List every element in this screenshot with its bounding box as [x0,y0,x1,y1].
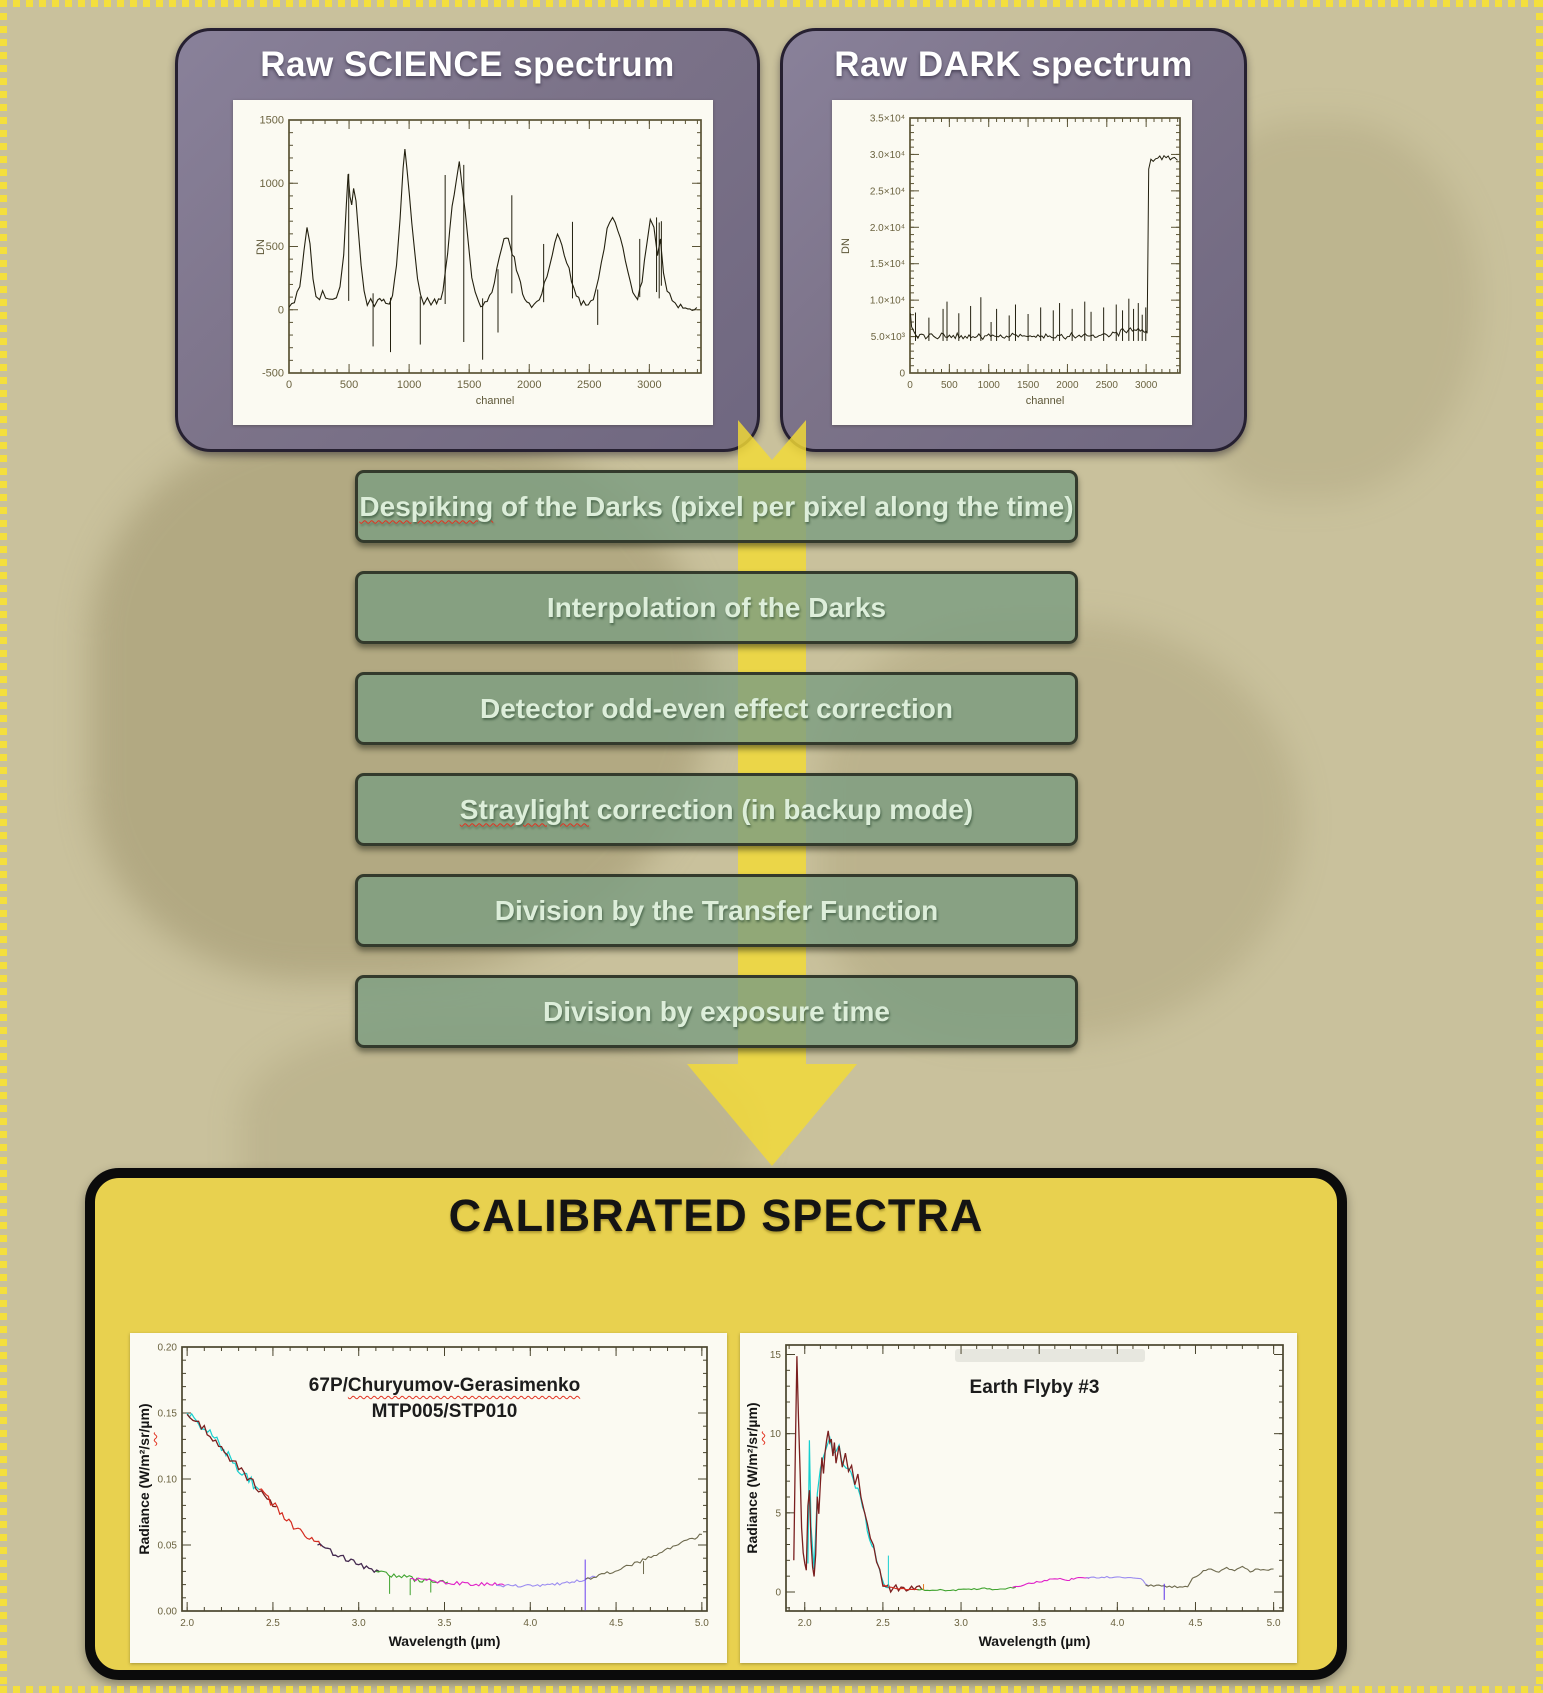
svg-text:2.0: 2.0 [180,1618,194,1629]
svg-text:2.5: 2.5 [876,1618,890,1629]
dotted-border-right [1536,0,1543,1693]
x-axis-label: Wavelength (µm) [978,1633,1091,1649]
svg-text:-500: -500 [262,368,284,380]
svg-text:3.5: 3.5 [438,1618,452,1629]
svg-text:0: 0 [278,304,284,316]
raw-science-title: Raw SCIENCE spectrum [260,45,675,84]
svg-text:500: 500 [941,380,958,391]
svg-text:1.5×10⁴: 1.5×10⁴ [870,259,905,270]
svg-text:3.0×10⁴: 3.0×10⁴ [870,150,905,161]
step-exposure-time: Division by exposure time [355,975,1078,1048]
svg-text:0: 0 [286,379,292,391]
erased-text-smudge [955,1349,1145,1362]
step-label: Interpolation of the Darks [546,591,887,623]
raw-dark-title: Raw DARK spectrum [834,45,1193,84]
svg-text:2.0×10⁴: 2.0×10⁴ [870,223,905,234]
svg-text:0: 0 [907,380,913,391]
svg-text:1.0×10⁴: 1.0×10⁴ [870,296,905,307]
step-label: Detector odd-even effect correction [480,692,953,724]
svg-text:2.5: 2.5 [266,1618,280,1629]
svg-text:0.05: 0.05 [158,1541,178,1552]
svg-text:0.00: 0.00 [158,1607,178,1618]
step-straylight-correction: Straylight correction (in backup mode) [355,773,1078,846]
step-label: Straylight correction (in backup mode) [459,793,974,825]
chart-title: Earth Flyby #3 [969,1377,1100,1398]
svg-text:5.0: 5.0 [695,1618,709,1629]
step-interpolation: Interpolation of the Darks [355,571,1078,644]
step-label: Despiking of the Darks (pixel per pixel … [359,490,1074,522]
chart-svg: 2.0 2.5 3.0 3.5 4.0 4.5 5.0 0 5 10 15 [770,1344,1284,1629]
svg-text:2.5×10⁴: 2.5×10⁴ [870,186,905,197]
svg-text:3000: 3000 [637,379,661,391]
svg-text:2000: 2000 [1056,380,1079,391]
chart-svg: 0 500 1000 1500 2000 2500 3000 0 5.0×10³ 1.0×10⁴ 1… [870,114,1181,391]
svg-text:4.5: 4.5 [609,1618,623,1629]
calibrated-spectra-title: CALIBRATED SPECTRA [448,1190,984,1241]
svg-text:1000: 1000 [260,178,284,190]
svg-text:500: 500 [266,241,284,253]
svg-text:2500: 2500 [577,379,601,391]
svg-text:2000: 2000 [517,379,541,391]
step-label: Division by exposure time [543,995,890,1027]
step-despiking: Despiking of the Darks (pixel per pixel … [355,470,1078,543]
svg-text:3000: 3000 [1135,380,1158,391]
svg-text:4.5: 4.5 [1189,1618,1203,1629]
svg-text:1500: 1500 [457,379,481,391]
raw-dark-plot: 0 500 1000 1500 2000 2500 3000 0 5.0×10³ 1.0×10⁴ 1… [832,100,1192,425]
svg-text:1500: 1500 [1017,380,1040,391]
svg-text:500: 500 [340,379,358,391]
calibrated-earth-flyby-plot: 2.0 2.5 3.0 3.5 4.0 4.5 5.0 0 5 10 15 Radiance (W/m… [740,1333,1297,1663]
svg-text:1500: 1500 [260,115,284,127]
svg-text:3.5: 3.5 [1032,1618,1046,1629]
svg-text:0.10: 0.10 [158,1475,178,1486]
raw-science-plot: 0 500 1000 1500 2000 2500 3000 -500 0 500 1000 1500… [233,100,713,425]
svg-text:5: 5 [775,1508,781,1519]
calibrated-67p-plot: 2.0 2.5 3.0 3.5 4.0 4.5 5.0 0.00 0.05 0.10 0.15 0.2… [130,1333,727,1663]
svg-text:0.15: 0.15 [158,1409,178,1420]
svg-text:0: 0 [899,369,905,380]
svg-text:10: 10 [770,1429,782,1440]
x-axis-label: channel [475,395,515,407]
step-odd-even-correction: Detector odd-even effect correction [355,672,1078,745]
y-axis-label: DN [840,237,852,254]
svg-text:2500: 2500 [1096,380,1119,391]
svg-text:15: 15 [770,1350,782,1361]
dotted-border-left [0,0,7,1693]
dotted-border-top [0,0,1543,7]
x-axis-label: channel [1025,395,1065,407]
svg-text:4.0: 4.0 [1110,1618,1124,1629]
svg-text:5.0: 5.0 [1267,1618,1281,1629]
y-axis-label: DN [255,238,267,255]
svg-text:3.5×10⁴: 3.5×10⁴ [870,114,905,125]
step-label: Division by the Transfer Function [494,894,939,926]
svg-text:1000: 1000 [978,380,1001,391]
svg-text:0: 0 [775,1588,781,1599]
y-axis-label: Radiance (W/m²/sr/µm) [136,1403,152,1555]
svg-text:1000: 1000 [397,379,421,391]
dotted-border-bottom [0,1686,1543,1693]
svg-text:2.0: 2.0 [798,1618,812,1629]
svg-text:3.0: 3.0 [954,1618,968,1629]
chart-svg: 2.0 2.5 3.0 3.5 4.0 4.5 5.0 0.00 0.05 0.10 0.15 0.2… [158,1343,710,1630]
svg-text:0.20: 0.20 [158,1343,178,1354]
svg-text:5.0×10³: 5.0×10³ [871,332,906,343]
step-transfer-function: Division by the Transfer Function [355,874,1078,947]
y-axis-label: Radiance (W/m²/sr/µm) [744,1402,760,1554]
x-axis-label: Wavelength (µm) [388,1633,501,1649]
svg-text:4.0: 4.0 [523,1618,537,1629]
svg-text:3.0: 3.0 [352,1618,366,1629]
chart-title: 67P/Churyumov-Gerasimenko MTP005/STP010 [308,1375,581,1422]
